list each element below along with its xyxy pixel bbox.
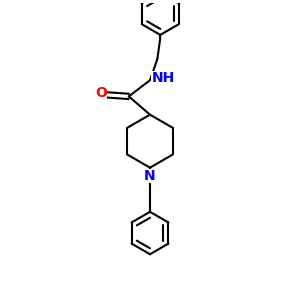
Text: N: N xyxy=(144,169,156,183)
Text: NH: NH xyxy=(152,71,175,85)
Text: O: O xyxy=(95,86,107,100)
